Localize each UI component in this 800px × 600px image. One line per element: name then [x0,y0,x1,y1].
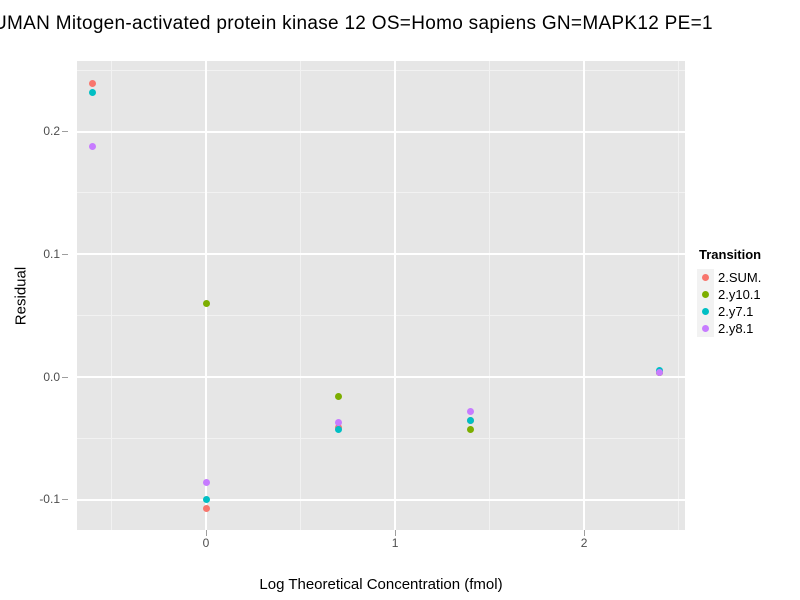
gridline-minor [489,61,491,530]
x-axis-title: Log Theoretical Concentration (fmol) [259,576,503,593]
x-tick-label: 0 [202,536,210,550]
legend-key [697,269,714,286]
y-tick-label: 0.0 [43,369,60,384]
data-point [202,299,210,307]
x-tick-label: 2 [580,536,588,550]
gridline-minor [77,69,685,71]
legend-item-label: 2.y10.1 [718,287,761,302]
gridline-major [77,253,685,256]
legend-item: 2.SUM. [697,269,761,286]
legend-swatch-dot [702,325,709,332]
gridline-minor [300,61,302,530]
gridline-major [394,61,397,530]
legend-key [697,320,714,337]
gridline-major [77,130,685,133]
y-tick [62,253,68,255]
data-point [89,80,97,88]
legend-item-label: 2.y8.1 [718,321,754,336]
gridline-major [77,498,685,501]
gridline-minor [110,61,112,530]
gridline-minor [678,61,680,530]
gridline-minor [77,315,685,317]
legend-items: 2.SUM. 2.y10.1 2.y7.1 2.y8.1 [697,269,761,337]
legend-swatch-dot [702,308,709,315]
data-point [89,142,97,150]
legend: Transition 2.SUM. 2.y10.1 2.y7.1 2.y8.1 [697,247,761,337]
legend-item-label: 2.y7.1 [718,304,754,319]
data-point [202,479,210,487]
data-point [202,496,210,504]
y-tick [62,131,68,133]
data-point [467,407,475,415]
legend-item: 2.y10.1 [697,286,761,303]
plot-title-text: UMAN Mitogen-activated protein kinase 12… [0,13,713,34]
y-tick [62,499,68,501]
y-tick [62,376,68,378]
gridline-major [583,61,586,530]
legend-item: 2.y8.1 [697,320,761,337]
legend-swatch-dot [702,274,709,281]
legend-item-label: 2.SUM. [718,270,762,285]
x-tick [583,530,585,536]
data-point [334,426,342,434]
legend-item: 2.y7.1 [697,303,761,320]
legend-swatch-dot [702,291,709,298]
legend-title: Transition [699,247,762,262]
legend-key [697,303,714,320]
data-point [89,88,97,96]
data-point [467,426,475,434]
gridline-minor [77,192,685,194]
data-point [467,416,475,424]
plot-panel [77,61,685,530]
gridline-minor [77,437,685,439]
gridline-major [77,376,685,379]
gridline-major [205,61,207,530]
legend-key [697,286,714,303]
x-tick-label: 1 [391,536,399,550]
y-tick-label: 0.2 [43,124,60,139]
y-axis-title: Residual [12,266,30,326]
x-tick [205,530,207,536]
data-point [334,393,342,401]
y-tick-label: -0.1 [39,492,60,507]
data-point [656,368,664,376]
x-tick [394,530,396,536]
y-tick-label: 0.1 [43,246,60,261]
plot-title: UMAN Mitogen-activated protein kinase 12… [0,13,800,37]
data-point [334,418,342,426]
data-point [202,504,210,512]
